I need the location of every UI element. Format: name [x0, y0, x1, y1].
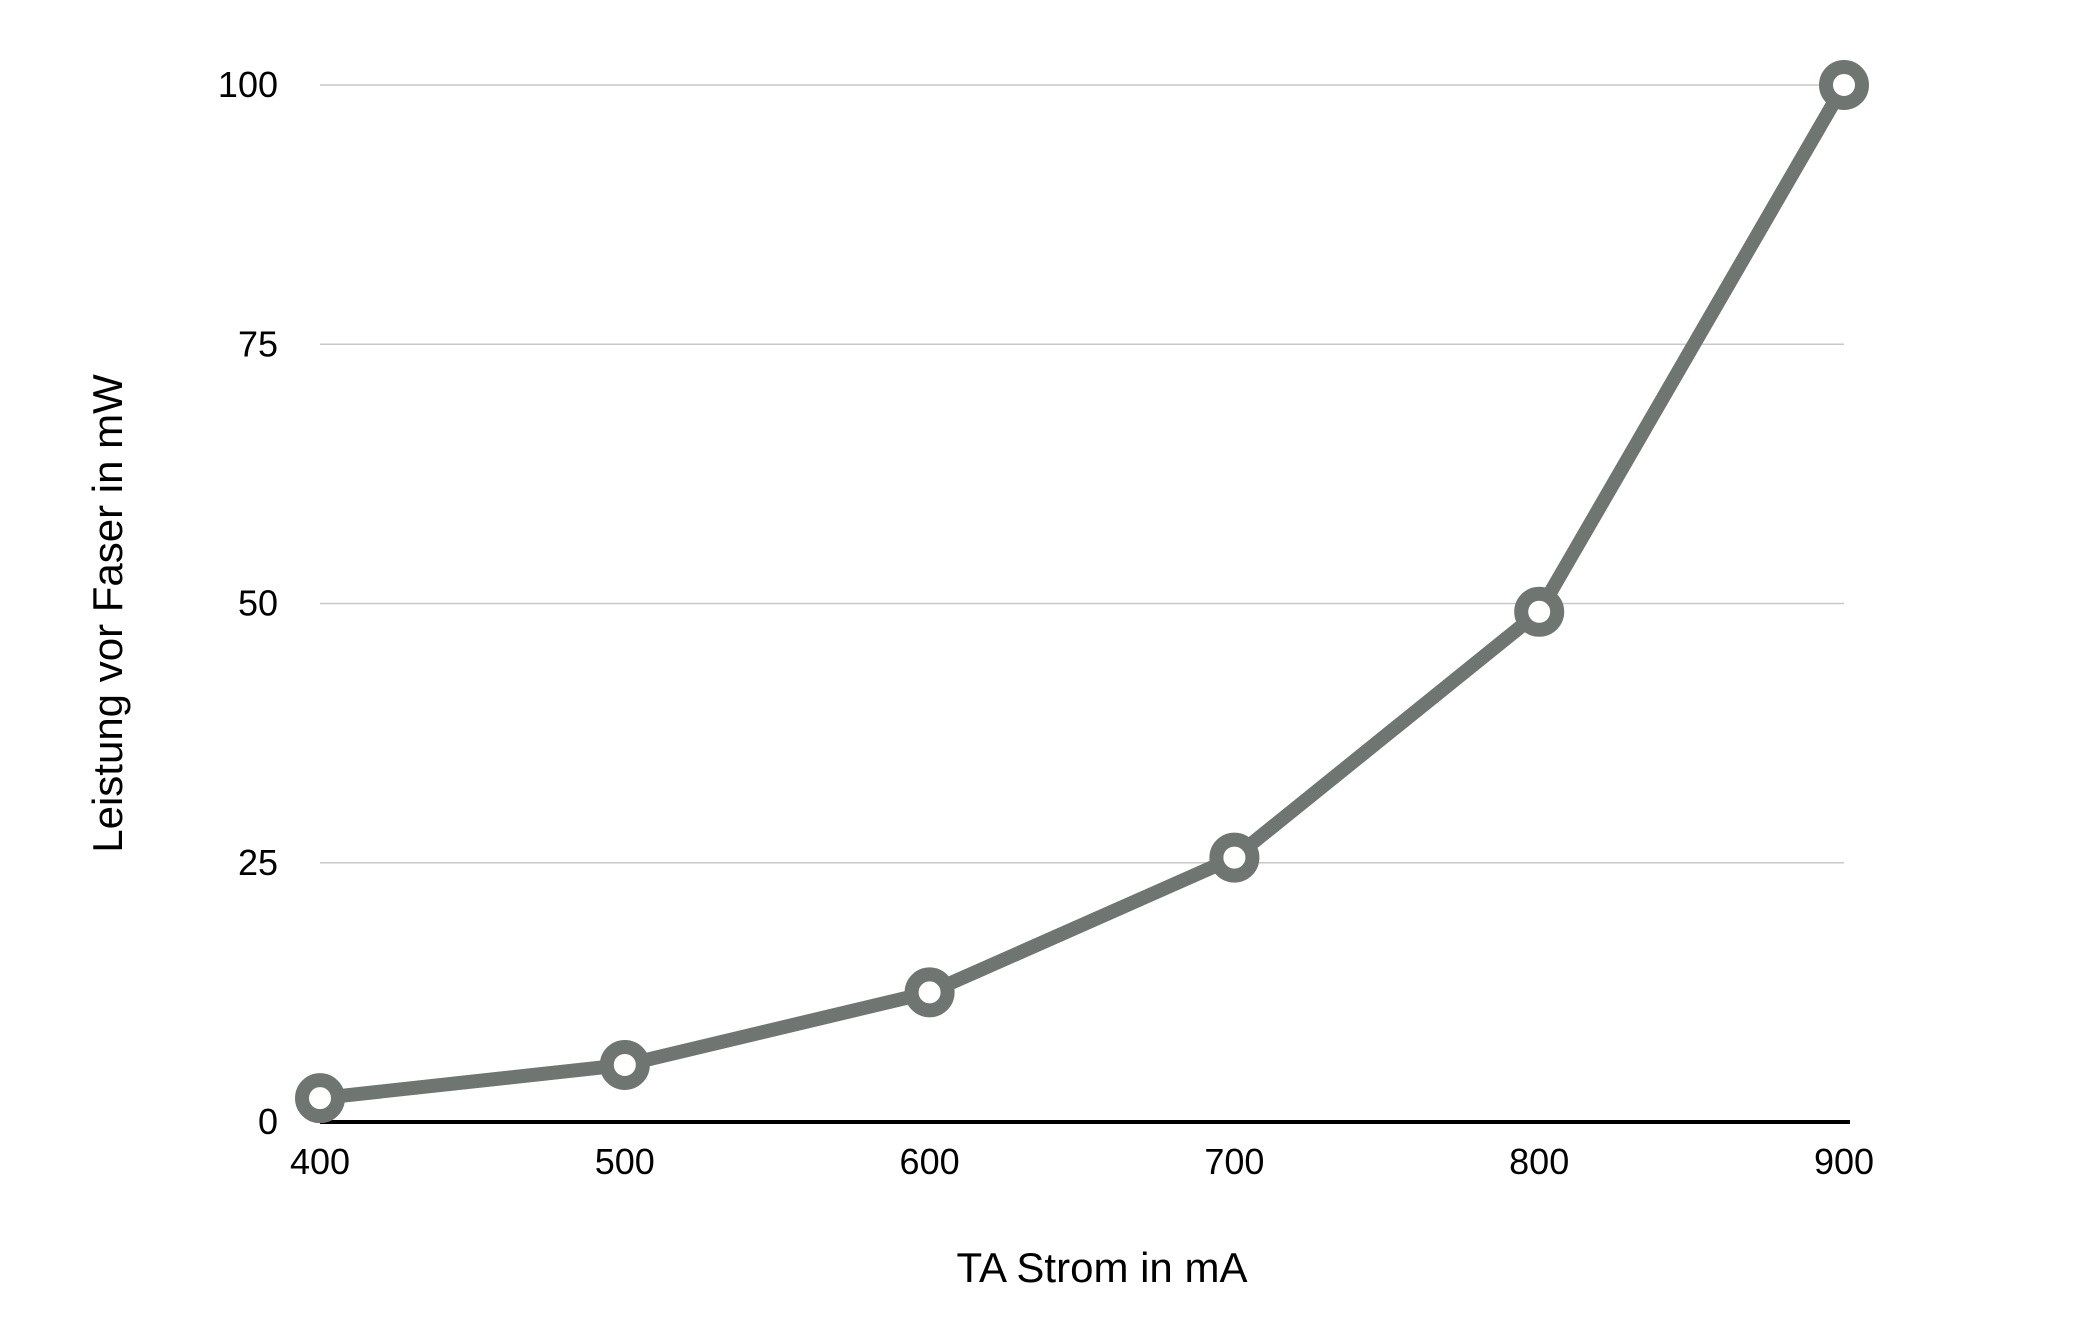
- y-tick-label: 0: [258, 1101, 278, 1142]
- data-point: [1819, 60, 1869, 110]
- y-tick-label: 75: [238, 323, 278, 364]
- x-tick-label: 900: [1814, 1141, 1874, 1182]
- series-group: [295, 60, 1869, 1124]
- y-axis-title: Leistung vor Faser in mW: [84, 374, 131, 853]
- y-tick-label: 25: [238, 842, 278, 883]
- gridlines: [320, 84, 1844, 864]
- x-tick-label: 600: [900, 1141, 960, 1182]
- x-tick-label: 400: [290, 1141, 350, 1182]
- y-tick-label: 100: [218, 64, 278, 105]
- x-tick-label: 500: [595, 1141, 655, 1182]
- x-tick-label: 800: [1509, 1141, 1569, 1182]
- data-point: [295, 1073, 345, 1124]
- y-tick-labels: 0 25 50 75 100: [218, 64, 278, 1142]
- x-tick-labels: 400 500 600 700 800 900: [290, 1141, 1874, 1182]
- data-point: [1209, 832, 1260, 883]
- x-tick-label: 700: [1204, 1141, 1264, 1182]
- data-point: [599, 1039, 650, 1090]
- data-point: [1514, 586, 1565, 637]
- data-point: [904, 967, 955, 1018]
- y-tick-label: 50: [238, 583, 278, 624]
- series-line: [313, 78, 1851, 1106]
- x-axis-title: TA Strom in mA: [957, 1244, 1248, 1291]
